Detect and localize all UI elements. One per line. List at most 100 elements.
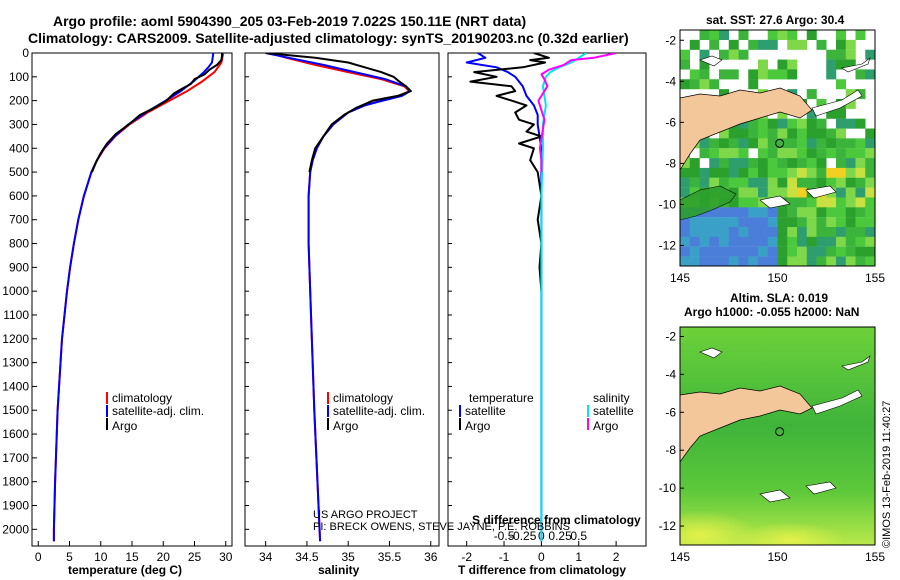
sst-cell — [826, 217, 837, 228]
sst-cell — [719, 256, 729, 266]
sst-cell — [767, 158, 778, 169]
map-x-tick-label: 150 — [767, 271, 787, 285]
sst-cell — [855, 236, 866, 247]
sst-cell — [816, 148, 827, 159]
sst-cell — [767, 167, 778, 178]
sst-cell — [845, 138, 856, 149]
sst-cell — [797, 207, 807, 218]
sst-cell — [758, 118, 768, 129]
map-x-tick-label: 155 — [865, 271, 885, 285]
sst-cell — [836, 246, 846, 257]
sst-cell — [845, 187, 856, 198]
sst-cell — [816, 158, 827, 169]
sst-cell — [758, 187, 768, 198]
sst-cell — [748, 227, 759, 237]
sla-high-blob — [735, 522, 845, 545]
sst-cell — [816, 236, 827, 247]
x-tick-label: 5 — [66, 550, 73, 564]
sst-cell — [748, 177, 759, 188]
sst-cell — [797, 227, 807, 237]
sst-cell — [738, 128, 749, 139]
sst-cell — [767, 118, 778, 129]
top-tick-label: -0.25 — [509, 529, 537, 543]
sst-cell — [680, 187, 690, 198]
sst-cell — [777, 69, 788, 80]
sst-cell — [699, 69, 710, 80]
sst-cell — [836, 227, 846, 237]
sst-cell — [738, 256, 749, 266]
sst-cell — [836, 39, 846, 50]
sst-cell — [865, 128, 875, 139]
sst-cell — [826, 69, 837, 80]
float-position-marker — [775, 138, 785, 148]
map-y-tick-label: -6 — [665, 405, 676, 419]
depth-tick-label: 1900 — [2, 499, 29, 513]
series-line-climatology — [269, 53, 411, 542]
sst-cell — [689, 227, 700, 237]
sst-cell — [719, 148, 729, 159]
sst-cell — [777, 108, 788, 119]
sst-cell — [816, 39, 827, 50]
sst-cell — [748, 118, 759, 129]
sst-cell — [797, 39, 807, 50]
sst-cell — [699, 59, 710, 70]
sst-cell — [787, 197, 798, 208]
sst-cell — [728, 236, 739, 247]
series-line-t-argo — [469, 53, 550, 292]
sst-cell — [816, 177, 827, 188]
sst-cell — [806, 207, 817, 218]
sst-cell — [787, 128, 798, 139]
sst-cell — [845, 98, 856, 109]
sst-cell — [806, 197, 817, 208]
sla-map-frame — [679, 326, 876, 546]
sst-cell — [806, 256, 817, 266]
header-line2: Climatology: CARS2009. Satellite-adjuste… — [28, 30, 629, 46]
sst-cell — [777, 138, 788, 149]
sla-map — [680, 327, 875, 545]
sst-cell — [767, 128, 778, 139]
sst-cell — [855, 158, 866, 169]
sst-cell — [836, 59, 846, 70]
sst-cell — [797, 177, 807, 188]
sst-cell — [816, 197, 827, 208]
sst-cell — [767, 39, 778, 50]
sst-cell — [767, 256, 778, 266]
legend-title-salinity: salinity — [593, 391, 630, 405]
sst-cell — [689, 167, 700, 178]
sst-cell — [777, 256, 788, 266]
sst-cell — [787, 167, 798, 178]
sst-cell — [767, 217, 778, 228]
sst-cell — [777, 158, 788, 169]
sst-cell — [806, 217, 817, 228]
sst-cell — [816, 246, 827, 257]
depth-tick-label: 0 — [22, 46, 29, 60]
sst-cell — [748, 167, 759, 178]
sst-cell — [816, 167, 827, 178]
sst-cell — [816, 98, 827, 109]
legend-label-t-argo: Argo — [465, 419, 491, 433]
series-line-argo — [265, 53, 412, 173]
sst-cell — [738, 197, 749, 208]
sst-cell — [826, 207, 837, 218]
top-tick-label: 0.25 — [548, 529, 572, 543]
sst-cell — [865, 148, 875, 159]
sst-cell — [826, 197, 837, 208]
depth-tick-label: 1600 — [2, 427, 29, 441]
sst-cell — [738, 246, 749, 257]
sst-cell — [728, 167, 739, 178]
sst-cell — [865, 207, 875, 218]
difference-series — [465, 53, 617, 542]
sst-cell — [680, 177, 690, 188]
header-line1: Argo profile: aoml 5904390_205 03-Feb-20… — [53, 13, 526, 29]
sst-cell — [845, 217, 856, 228]
sst-cell — [680, 167, 690, 178]
sst-cell — [699, 49, 710, 60]
sst-cell — [845, 246, 856, 257]
sst-cell — [806, 89, 817, 100]
sst-cell — [865, 177, 875, 188]
sst-cell — [787, 217, 798, 228]
sst-cells — [680, 30, 875, 266]
difference-legend: temperature salinity satellite Argo sate… — [459, 391, 634, 433]
temperature-series — [52, 53, 225, 542]
land-new-ireland — [841, 355, 871, 371]
